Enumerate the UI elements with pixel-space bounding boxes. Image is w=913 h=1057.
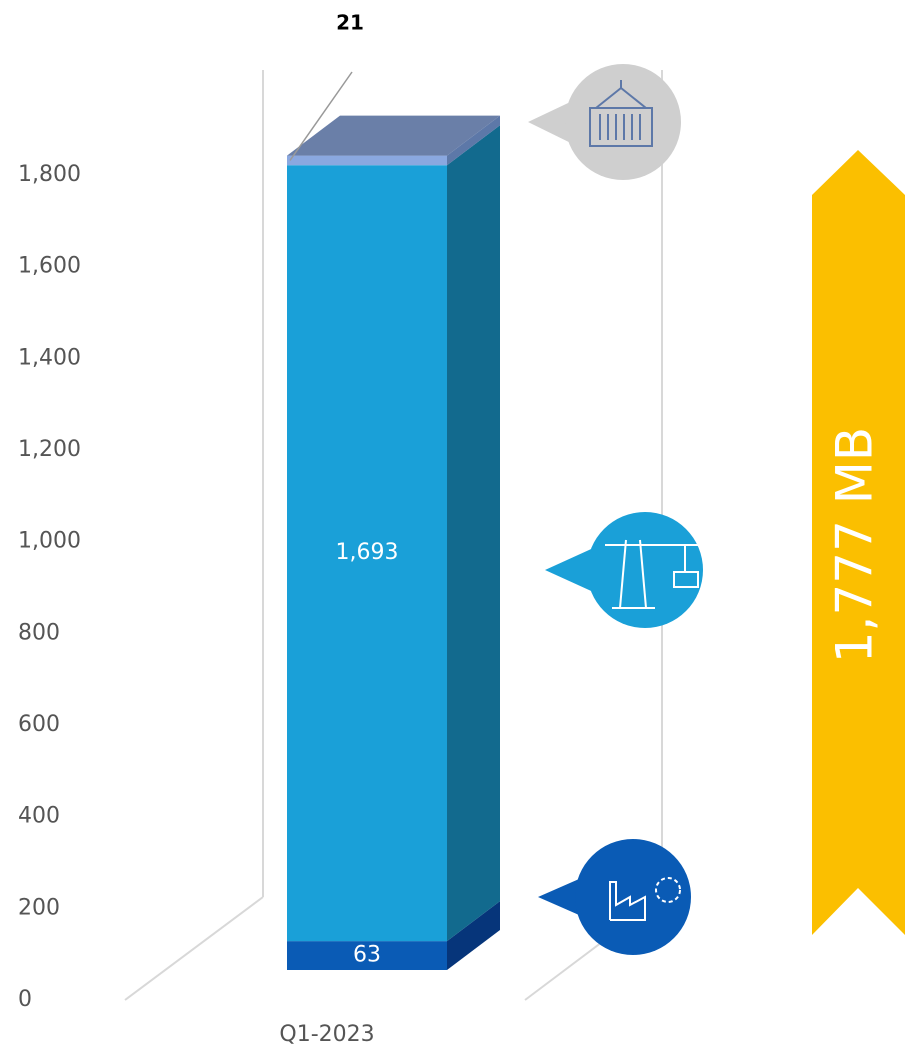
value-label: 63: [353, 943, 381, 968]
bar-front: [287, 155, 447, 166]
y-tick-label: 1,400: [18, 345, 81, 370]
floor-left: [124, 896, 264, 1001]
factory-icon: [575, 839, 691, 955]
callout: [545, 545, 600, 595]
y-tick-label: 1,600: [18, 254, 81, 279]
y-tick-label: 800: [18, 620, 60, 645]
icons: [528, 64, 703, 955]
bar-side: [447, 125, 500, 942]
total-label: 1,777 MB: [826, 427, 884, 663]
leader-line: [289, 71, 353, 161]
x-tick-label: Q1-2023: [279, 1022, 374, 1047]
total-arrow: [812, 150, 905, 935]
y-tick-label: 600: [18, 712, 60, 737]
y-tick-label: 400: [18, 804, 60, 829]
value-label: 21: [336, 11, 364, 35]
bar-top: [287, 115, 500, 156]
value-label: 1,693: [336, 540, 399, 565]
y-tick-label: 1,200: [18, 437, 81, 462]
y-tick-label: 1,000: [18, 529, 81, 554]
bar-side: [447, 901, 500, 970]
y-tick-label: 1,800: [18, 162, 81, 187]
bar-front: [287, 941, 447, 970]
bar-side: [447, 115, 500, 166]
y-tick-label: 0: [18, 987, 32, 1012]
bar-front: [287, 165, 447, 942]
y-tick-label: 200: [18, 895, 60, 920]
crane-icon: [587, 512, 703, 628]
